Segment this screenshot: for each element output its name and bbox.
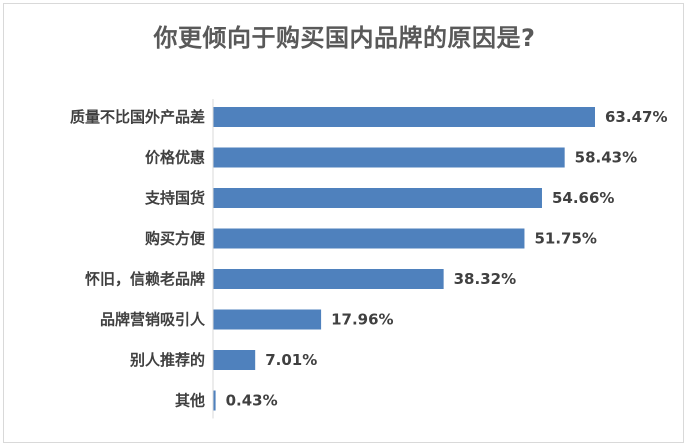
category-label: 品牌营销吸引人: [100, 311, 206, 329]
bar: [213, 310, 321, 330]
value-label: 0.43%: [226, 392, 278, 410]
value-label: 51.75%: [534, 230, 596, 248]
value-label: 58.43%: [575, 149, 637, 167]
bar: [213, 229, 524, 249]
bar: [213, 148, 565, 168]
bar: [213, 188, 542, 208]
value-label: 38.32%: [454, 270, 516, 288]
bar: [213, 107, 595, 127]
bar: [213, 350, 255, 370]
category-label: 质量不比国外产品差: [70, 108, 205, 126]
value-label: 7.01%: [265, 351, 317, 369]
value-label: 17.96%: [331, 311, 393, 329]
value-label: 63.47%: [605, 108, 667, 126]
category-label: 其他: [175, 392, 205, 410]
value-label: 54.66%: [552, 189, 614, 207]
bar: [213, 269, 444, 289]
category-label: 价格优惠: [145, 149, 205, 167]
category-label: 怀旧，信赖老品牌: [85, 270, 205, 288]
category-label: 购买方便: [145, 230, 206, 248]
category-label: 别人推荐的: [129, 351, 205, 369]
chart-frame: 你更倾向于购买国内品牌的原因是? 质量不比国外产品差 63.47% 价格优惠 58.4…: [3, 3, 684, 443]
category-label: 支持国货: [144, 189, 205, 207]
bar-chart: 质量不比国外产品差 63.47% 价格优惠 58.43% 支持国货 54.66% 购买方便 5…: [4, 4, 685, 444]
